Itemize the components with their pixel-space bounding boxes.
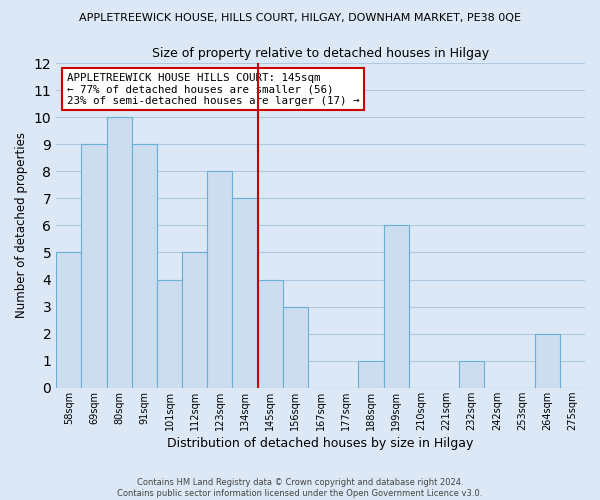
Bar xyxy=(56,252,82,388)
Text: APPLETREEWICK HOUSE HILLS COURT: 145sqm
← 77% of detached houses are smaller (56: APPLETREEWICK HOUSE HILLS COURT: 145sqm … xyxy=(67,73,359,106)
Title: Size of property relative to detached houses in Hilgay: Size of property relative to detached ho… xyxy=(152,48,489,60)
Y-axis label: Number of detached properties: Number of detached properties xyxy=(15,132,28,318)
Bar xyxy=(182,252,207,388)
Bar xyxy=(82,144,107,388)
Bar xyxy=(132,144,157,388)
Bar xyxy=(459,360,484,388)
Bar xyxy=(232,198,257,388)
Bar xyxy=(157,280,182,388)
Text: APPLETREEWICK HOUSE, HILLS COURT, HILGAY, DOWNHAM MARKET, PE38 0QE: APPLETREEWICK HOUSE, HILLS COURT, HILGAY… xyxy=(79,12,521,22)
Bar xyxy=(107,117,132,388)
Bar xyxy=(358,360,383,388)
Text: Contains HM Land Registry data © Crown copyright and database right 2024.
Contai: Contains HM Land Registry data © Crown c… xyxy=(118,478,482,498)
Bar xyxy=(535,334,560,388)
X-axis label: Distribution of detached houses by size in Hilgay: Distribution of detached houses by size … xyxy=(167,437,474,450)
Bar xyxy=(207,172,232,388)
Bar xyxy=(383,226,409,388)
Bar xyxy=(283,306,308,388)
Bar xyxy=(257,280,283,388)
